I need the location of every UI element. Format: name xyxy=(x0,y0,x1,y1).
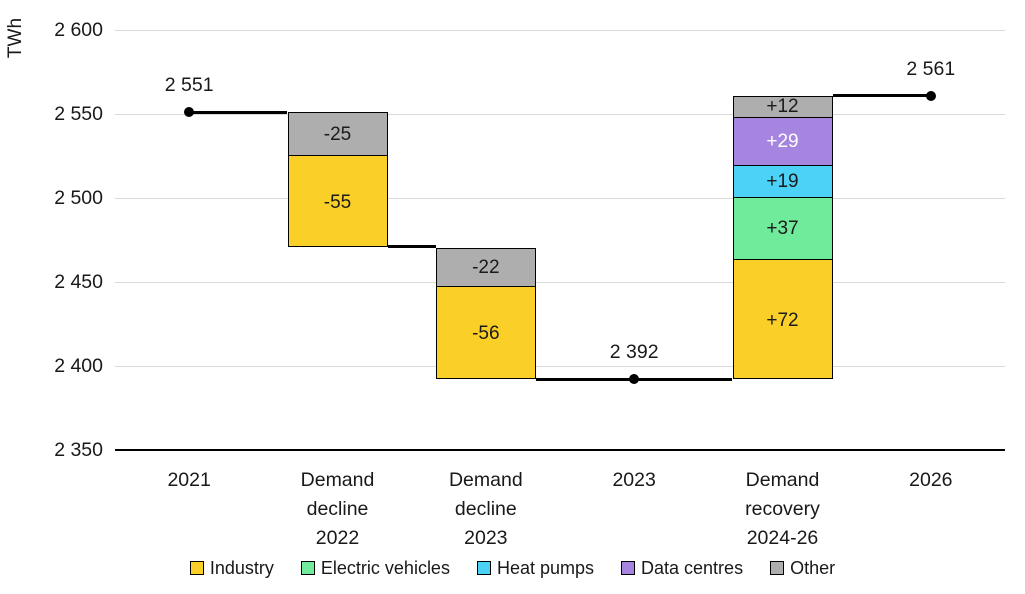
gridline-2350 xyxy=(115,449,1005,451)
x-axis-label-2026: 2026 xyxy=(909,469,953,491)
bar-segment-industry: -55 xyxy=(288,155,387,246)
bar-segment-electric-vehicles: +37 xyxy=(733,197,832,260)
legend-item-data-centres: Data centres xyxy=(621,558,743,578)
x-axis-label-demand-decline-2022: Demand decline 2022 xyxy=(300,469,375,549)
gridline-2500 xyxy=(115,197,1005,199)
segment-value-label: +72 xyxy=(766,309,799,331)
legend-label: Data centres xyxy=(641,558,744,578)
y-tick-label-2500: 2 500 xyxy=(54,187,103,209)
bar-segment-other: -25 xyxy=(288,113,387,156)
gridline-2550 xyxy=(115,113,1005,115)
point-dot-2021 xyxy=(184,107,195,118)
gridline-2400 xyxy=(115,365,1005,367)
legend-item-other: Other xyxy=(770,558,835,578)
segment-value-label: -25 xyxy=(323,123,352,145)
y-tick-label-2600: 2 600 xyxy=(54,19,103,41)
legend-swatch-other xyxy=(770,561,785,575)
segment-value-label: -22 xyxy=(472,257,500,279)
legend-label: Other xyxy=(790,558,836,578)
x-axis-label-2021: 2021 xyxy=(167,469,211,491)
y-tick-label-2550: 2 550 xyxy=(54,103,103,125)
gridline-2600 xyxy=(115,29,1005,31)
legend-label: Industry xyxy=(209,558,274,578)
bar-demand-decline-2023: -22 -56 xyxy=(435,248,536,380)
gridline-2450 xyxy=(115,281,1005,283)
segment-value-label: +12 xyxy=(766,96,799,118)
bar-demand-decline-2022: -25 -55 xyxy=(287,112,388,247)
segment-value-label: +19 xyxy=(766,171,799,193)
connector-line-2471 xyxy=(387,245,436,248)
point-value-label: 2 392 xyxy=(609,341,659,364)
bar-segment-heat-pumps: +19 xyxy=(733,165,832,198)
y-tick-label-2400: 2 400 xyxy=(54,355,103,377)
legend-swatch-electric-vehicles xyxy=(300,561,315,575)
legend-swatch-industry xyxy=(189,561,204,575)
legend-swatch-heat-pumps xyxy=(476,561,491,575)
bar-segment-data-centres: +29 xyxy=(733,116,832,166)
legend-item-industry: Industry xyxy=(189,558,274,578)
point-value-label: 2 561 xyxy=(906,57,956,80)
segment-value-label: -56 xyxy=(472,323,500,345)
bar-demand-recovery-2024-26: +12 +29 +19 +37 +72 xyxy=(732,95,833,380)
point-dot-2026 xyxy=(925,90,936,101)
connector-line-2551 xyxy=(189,111,288,114)
legend-item-electric-vehicles: Electric vehicles xyxy=(300,558,450,578)
x-axis-label-2023: 2023 xyxy=(612,469,656,491)
bar-segment-other: -22 xyxy=(436,249,535,287)
bar-segment-industry: +72 xyxy=(733,259,832,379)
bar-segment-industry: -56 xyxy=(436,286,535,379)
legend: Industry Electric vehicles Heat pumps Data … xyxy=(0,558,1025,578)
legend-item-heat-pumps: Heat pumps xyxy=(476,558,595,578)
y-tick-label-2350: 2 350 xyxy=(54,439,103,461)
point-dot-2023 xyxy=(629,374,640,385)
bar-segment-other: +12 xyxy=(733,96,832,118)
connector-line-2561 xyxy=(832,94,931,97)
segment-value-label: -55 xyxy=(323,191,352,213)
legend-label: Heat pumps xyxy=(496,558,595,578)
legend-label: Electric vehicles xyxy=(320,558,450,578)
segment-value-label: +29 xyxy=(766,131,799,153)
y-tick-label-2450: 2 450 xyxy=(54,271,103,293)
x-axis-label-demand-decline-2023: Demand decline 2023 xyxy=(448,469,523,549)
x-axis-label-demand-recovery-2024-26: Demand recovery 2024-26 xyxy=(745,469,820,549)
legend-swatch-data-centres xyxy=(621,561,636,575)
point-value-label: 2 551 xyxy=(164,74,214,97)
segment-value-label: +37 xyxy=(766,218,799,240)
